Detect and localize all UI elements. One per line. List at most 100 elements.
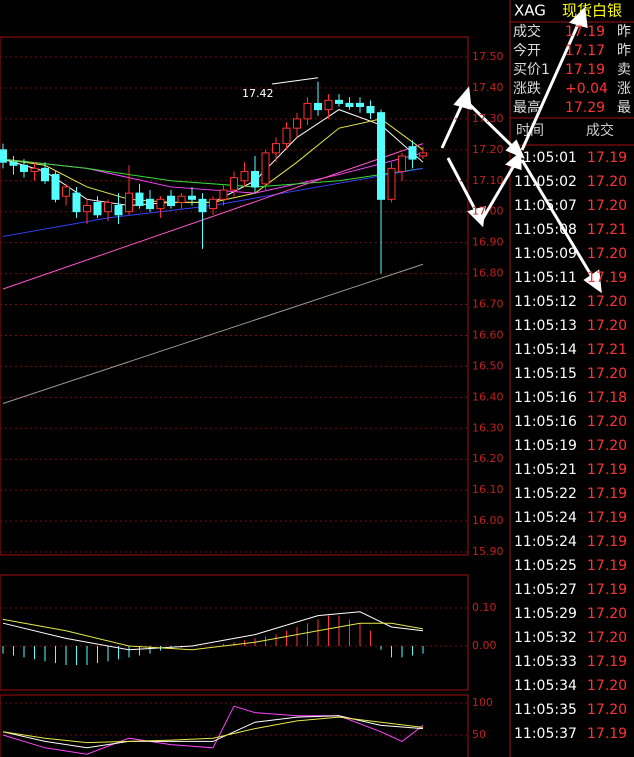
quote-label: 昨 xyxy=(617,43,631,59)
trade-time: 11:05:02 xyxy=(514,174,577,190)
quote-value: +0.04 xyxy=(565,81,608,97)
quote-value: 17.19 xyxy=(565,24,605,40)
quote-label: 最高 xyxy=(513,99,541,116)
candle-body xyxy=(125,192,133,213)
y-tick-label: 17.30 xyxy=(472,112,504,125)
candle-body xyxy=(387,167,396,200)
candle-body xyxy=(366,106,375,114)
candle-body xyxy=(177,195,186,203)
candle-body xyxy=(261,152,270,185)
trade-price: 17.20 xyxy=(587,630,627,646)
candle-body xyxy=(398,155,406,172)
trade-price: 17.19 xyxy=(587,558,627,574)
y-tick-label: 17.20 xyxy=(472,143,504,156)
trade-time: 11:05:29 xyxy=(514,606,577,622)
kdj-line xyxy=(2,715,424,749)
trade-price: 17.20 xyxy=(587,198,627,214)
trade-price: 17.20 xyxy=(587,702,627,718)
macd-frame xyxy=(0,574,469,691)
y-tick-label: 16.80 xyxy=(472,267,504,280)
quote-label: 涨 xyxy=(617,81,631,97)
candle-body xyxy=(156,198,165,210)
y-tick-label: 0.00 xyxy=(472,639,497,652)
trade-price: 17.20 xyxy=(587,246,627,262)
trade-time: 11:05:07 xyxy=(514,198,577,214)
candle-body xyxy=(20,164,28,172)
trade-time: 11:05:16 xyxy=(514,414,577,430)
kdj-frame xyxy=(0,694,469,757)
trade-price: 17.20 xyxy=(587,678,627,694)
candle-body xyxy=(335,99,343,104)
y-tick-label: 16.00 xyxy=(472,514,504,527)
candle-body xyxy=(167,195,175,206)
candle-body xyxy=(0,149,7,163)
candle-body xyxy=(104,201,112,213)
y-tick-label: 17.10 xyxy=(472,174,504,187)
trade-time: 11:05:37 xyxy=(514,726,577,742)
trade-price: 17.20 xyxy=(587,414,627,430)
macd-line xyxy=(2,611,424,651)
candle-body xyxy=(251,170,259,188)
candle-body xyxy=(345,102,354,107)
y-tick-label: 16.20 xyxy=(472,452,504,465)
y-tick-label: 16.90 xyxy=(472,236,504,249)
trade-time: 11:05:22 xyxy=(514,486,577,502)
trade-time: 11:05:32 xyxy=(514,630,577,646)
candle-body xyxy=(41,167,49,182)
trade-price: 17.19 xyxy=(587,534,627,550)
trade-time: 11:05:27 xyxy=(514,582,577,598)
candle-body xyxy=(293,118,301,129)
trade-time: 11:05:24 xyxy=(514,510,577,526)
trade-price: 17.20 xyxy=(587,294,627,310)
candle-body xyxy=(51,174,60,200)
trade-price: 17.19 xyxy=(587,462,627,478)
candle-body xyxy=(188,195,196,200)
quote-value: 17.17 xyxy=(565,43,605,59)
trade-time: 11:05:12 xyxy=(514,294,577,310)
quote-label: 买价1 xyxy=(513,62,550,78)
trade-price: 17.19 xyxy=(587,582,627,598)
moving-average xyxy=(2,263,424,404)
candle-body xyxy=(314,102,322,111)
y-tick-label: 16.70 xyxy=(472,298,504,311)
candle-body xyxy=(93,201,102,216)
candle-body xyxy=(146,198,154,210)
candle-body xyxy=(303,102,312,120)
symbol: XAG xyxy=(514,2,546,20)
quote-label: 今开 xyxy=(513,43,541,59)
trade-price: 17.20 xyxy=(587,174,627,190)
trade-time: 11:05:35 xyxy=(514,702,577,718)
trade-price: 17.20 xyxy=(587,318,627,334)
trade-time: 11:05:14 xyxy=(514,342,577,358)
quote-label: 涨跌 xyxy=(513,81,541,97)
trade-price: 17.20 xyxy=(587,366,627,382)
instrument-name: 现货白银 xyxy=(562,2,622,20)
trade-time: 11:05:13 xyxy=(514,318,577,334)
trade-time: 11:05:16 xyxy=(514,390,577,406)
quote-label: 昨 xyxy=(617,24,631,40)
trade-time: 11:05:11 xyxy=(514,270,577,286)
y-tick-label: 17.50 xyxy=(472,50,504,63)
y-tick-label: 0.10 xyxy=(472,601,497,614)
y-tick-label: 17.40 xyxy=(472,81,504,94)
candle-body xyxy=(30,167,39,172)
candle-body xyxy=(83,205,91,213)
quote-label: 成交 xyxy=(513,23,541,40)
candle-body xyxy=(282,127,291,145)
trade-price: 17.18 xyxy=(587,390,627,406)
y-tick-label: 100 xyxy=(472,696,493,709)
moving-average xyxy=(2,143,424,290)
col-header: 成交 xyxy=(586,122,614,139)
candle-body xyxy=(272,143,280,154)
y-tick-label: 16.50 xyxy=(472,359,504,372)
trade-price: 17.19 xyxy=(587,486,627,502)
y-tick-label: 16.40 xyxy=(472,390,504,403)
quote-value: 17.29 xyxy=(565,100,605,116)
candle-body xyxy=(198,198,207,213)
trade-time: 11:05:19 xyxy=(514,438,577,454)
candle-body xyxy=(135,192,144,206)
candle-body xyxy=(324,99,333,111)
annotation-arrows xyxy=(440,6,602,294)
